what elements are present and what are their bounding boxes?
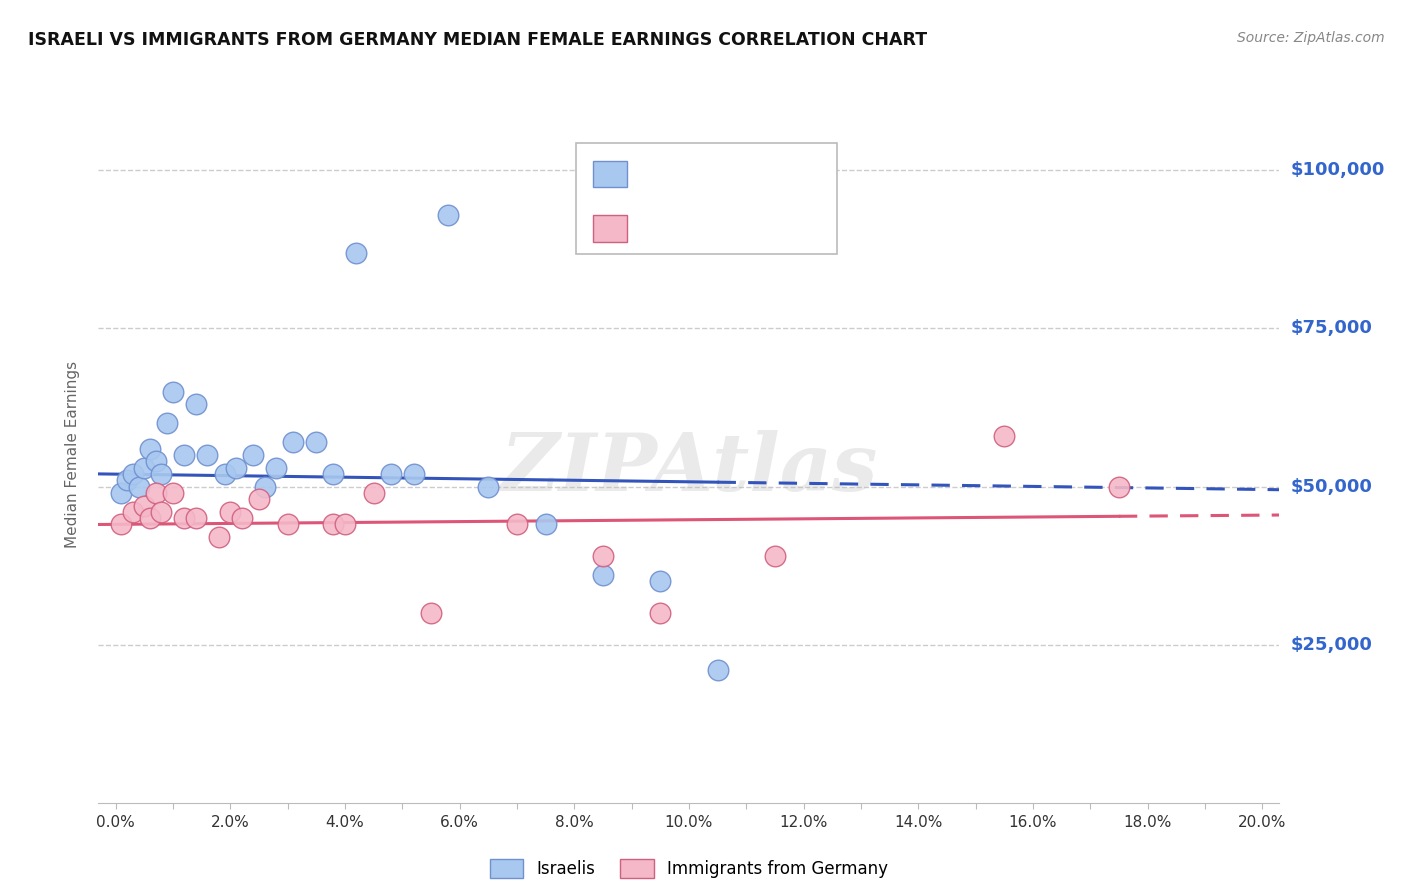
Point	[253, 479, 276, 493]
Point	[650, 606, 672, 620]
Point	[333, 517, 356, 532]
Text: ZIPAtlas: ZIPAtlas	[501, 430, 877, 508]
Point	[363, 486, 385, 500]
Point	[242, 448, 264, 462]
Point	[162, 384, 184, 399]
Point	[156, 417, 179, 431]
Text: $100,000: $100,000	[1291, 161, 1385, 179]
Text: R =: R =	[637, 165, 673, 183]
Legend: Israelis, Immigrants from Germany: Israelis, Immigrants from Germany	[484, 853, 894, 885]
Point	[225, 460, 247, 475]
Point	[219, 505, 242, 519]
Point	[115, 473, 138, 487]
Text: $50,000: $50,000	[1291, 477, 1372, 496]
Point	[247, 492, 270, 507]
Point	[420, 606, 443, 620]
Point	[592, 568, 614, 582]
Point	[173, 511, 195, 525]
Point	[184, 397, 207, 411]
Point	[110, 486, 132, 500]
Text: $75,000: $75,000	[1291, 319, 1372, 337]
Y-axis label: Median Female Earnings: Median Female Earnings	[65, 361, 80, 549]
Point	[121, 467, 143, 481]
Point	[128, 479, 150, 493]
Point	[506, 517, 529, 532]
Point	[139, 511, 162, 525]
Point	[380, 467, 402, 481]
Point	[283, 435, 305, 450]
Point	[650, 574, 672, 589]
Point	[134, 499, 156, 513]
Point	[150, 505, 173, 519]
Text: Source: ZipAtlas.com: Source: ZipAtlas.com	[1237, 31, 1385, 45]
Point	[110, 517, 132, 532]
Text: 30: 30	[768, 165, 793, 183]
Point	[173, 448, 195, 462]
Point	[534, 517, 557, 532]
Text: N =: N =	[733, 165, 780, 183]
Point	[134, 460, 156, 475]
Point	[322, 467, 344, 481]
Point	[763, 549, 786, 563]
Point	[214, 467, 236, 481]
Point	[195, 448, 218, 462]
Text: ISRAELI VS IMMIGRANTS FROM GERMANY MEDIAN FEMALE EARNINGS CORRELATION CHART: ISRAELI VS IMMIGRANTS FROM GERMANY MEDIA…	[28, 31, 927, 49]
Point	[208, 530, 231, 544]
Point	[145, 454, 167, 468]
Point	[1108, 479, 1130, 493]
Text: R =: R =	[637, 219, 673, 237]
Point	[477, 479, 499, 493]
Point	[993, 429, 1015, 443]
Text: $25,000: $25,000	[1291, 636, 1372, 654]
Point	[121, 505, 143, 519]
Point	[139, 442, 162, 456]
Point	[231, 511, 253, 525]
Point	[592, 549, 614, 563]
Text: N =: N =	[733, 219, 780, 237]
Point	[344, 245, 367, 260]
Point	[305, 435, 328, 450]
Point	[150, 467, 173, 481]
Text: -0.020: -0.020	[673, 165, 738, 183]
Point	[264, 460, 287, 475]
Point	[277, 517, 299, 532]
Text: 24: 24	[768, 219, 793, 237]
Text: 0.013: 0.013	[673, 219, 742, 237]
Point	[402, 467, 425, 481]
Point	[322, 517, 344, 532]
Point	[706, 663, 728, 677]
Point	[184, 511, 207, 525]
Point	[145, 486, 167, 500]
Point	[162, 486, 184, 500]
Point	[437, 208, 460, 222]
